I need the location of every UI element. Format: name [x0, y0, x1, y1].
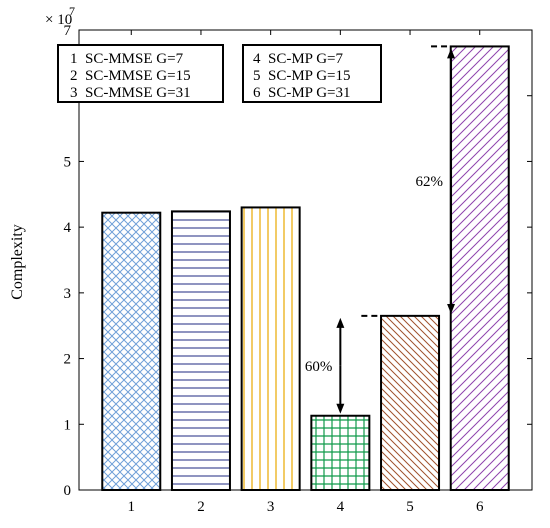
- legend-entry-name: SC-MMSE G=15: [85, 68, 191, 84]
- legend-entry-name: SC-MP G=31: [268, 85, 351, 101]
- legend-entry-name: SC-MMSE G=31: [85, 85, 191, 101]
- legend-index: 5: [253, 68, 261, 84]
- x-tick-label: 4: [337, 499, 345, 515]
- y-tick-label: 7: [64, 23, 72, 39]
- legend-index: 1: [70, 51, 78, 67]
- legend-index: 3: [70, 85, 78, 101]
- plot-area-frame: [78, 29, 533, 491]
- bar-1: [101, 211, 162, 492]
- bar-4: [310, 414, 371, 491]
- y-axis-label: Complexity: [9, 224, 26, 300]
- annotations-group: 60% 62%: [305, 45, 456, 414]
- legend-index: 2: [70, 68, 78, 84]
- y-tick-label: 4: [64, 220, 72, 236]
- annotation-label: 60%: [305, 359, 333, 375]
- bar-2: [170, 210, 231, 491]
- bar-6: [449, 45, 510, 492]
- bar-3: [240, 206, 301, 492]
- y-tick-label: 0: [64, 483, 72, 499]
- y-axis-exponent-power: 7: [69, 4, 75, 18]
- x-tick-label: 5: [406, 499, 414, 515]
- y-tick-label: 3: [64, 286, 72, 302]
- legend-index: 6: [253, 85, 261, 101]
- y-tick-label: 1: [64, 417, 72, 433]
- x-tick-label: 3: [267, 499, 275, 515]
- x-tick-label: 6: [476, 499, 484, 515]
- legend-left: 1 SC-MMSE G=7 2 SC-MMSE G=15 3 SC-MMSE G=31: [57, 44, 224, 103]
- legend-right-box: [242, 44, 382, 103]
- annotation-label: 62%: [416, 174, 444, 190]
- bars-group: [101, 45, 510, 492]
- y-tick-label: 2: [64, 352, 72, 368]
- legend-index: 4: [253, 51, 261, 67]
- y-axis-ticks: 01234567: [64, 23, 532, 499]
- legend-right: 4 SC-MP G=7 5 SC-MP G=15 6 SC-MP G=31: [242, 44, 382, 103]
- y-axis-exponent-base: × 10: [45, 12, 72, 28]
- x-tick-label: 1: [128, 499, 136, 515]
- y-tick-label: 5: [64, 154, 72, 170]
- legend-left-box: [57, 44, 224, 103]
- bar-5: [380, 314, 441, 491]
- legend-entry-name: SC-MP G=7: [268, 51, 344, 67]
- x-tick-label: 2: [197, 499, 205, 515]
- legend-entry-name: SC-MP G=15: [268, 68, 351, 84]
- legend-entry-name: SC-MMSE G=7: [85, 51, 184, 67]
